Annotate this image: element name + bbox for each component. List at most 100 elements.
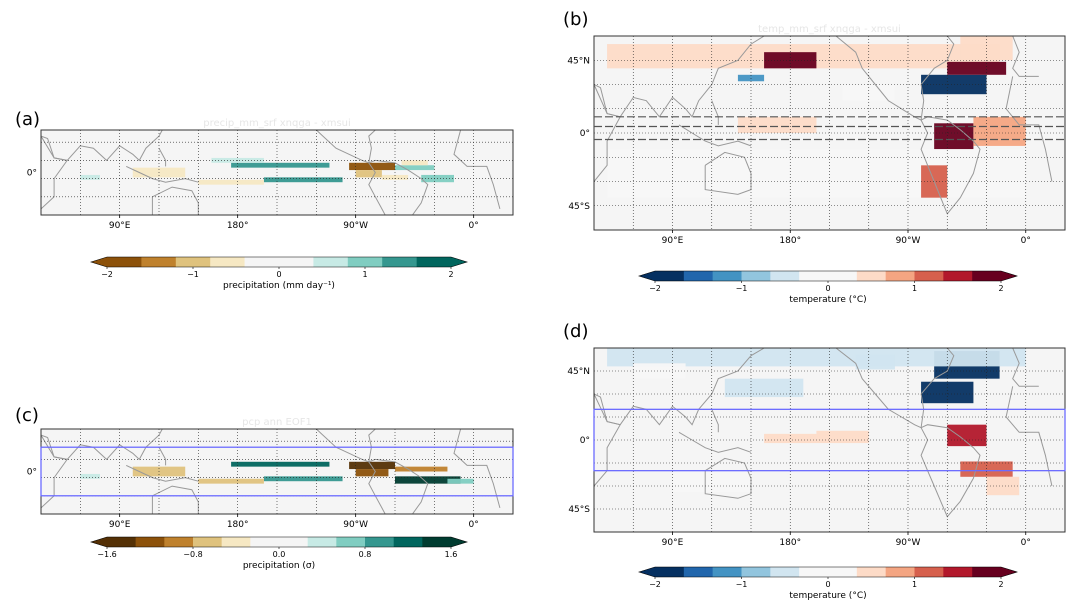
anomaly-cell bbox=[395, 466, 448, 472]
colorbar-segment bbox=[856, 271, 886, 281]
colorbar-extend-low bbox=[91, 537, 107, 547]
colorbar-segment bbox=[914, 567, 944, 577]
x-tick-label: 180° bbox=[779, 538, 801, 548]
x-tick-label: 0° bbox=[1021, 236, 1031, 246]
colorbar-tick-label: 0 bbox=[825, 284, 830, 293]
x-tick-label: 90°E bbox=[662, 236, 684, 246]
anomaly-cell bbox=[263, 177, 343, 183]
colorbar-tick-label: −1 bbox=[187, 270, 199, 279]
coastline bbox=[920, 424, 981, 518]
anomaly-cell bbox=[198, 478, 264, 484]
coastline bbox=[125, 165, 199, 183]
anomaly-cell bbox=[921, 74, 987, 95]
y-tick-label: 45°S bbox=[568, 505, 590, 515]
coastline bbox=[594, 36, 1039, 121]
colorbar-segment bbox=[943, 271, 973, 281]
colorbar-segment bbox=[107, 257, 142, 267]
x-tick-label: 90°W bbox=[343, 520, 368, 530]
anomaly-cell bbox=[973, 116, 1026, 146]
colorbar-tick-label: −1.6 bbox=[97, 550, 116, 559]
map-frame bbox=[593, 35, 1066, 231]
colorbar-tick-label: 0.8 bbox=[359, 550, 372, 559]
anomaly-cell bbox=[263, 476, 343, 482]
coastline bbox=[41, 130, 501, 210]
colorbar-segment bbox=[307, 537, 337, 547]
anomaly-cells bbox=[607, 348, 1026, 496]
anomaly-cell bbox=[842, 84, 895, 101]
anomaly-cell bbox=[855, 354, 895, 370]
colorbar-segment bbox=[250, 537, 280, 547]
colorbar-segment bbox=[683, 271, 713, 281]
x-tick-label: 90°W bbox=[896, 538, 921, 548]
panel-title: pcp ann EOF1 bbox=[242, 417, 312, 428]
map-content bbox=[41, 130, 513, 215]
colorbar-segment bbox=[712, 271, 742, 281]
anomaly-cell bbox=[231, 461, 330, 467]
colorbar-segment bbox=[393, 537, 423, 547]
anomaly-cell bbox=[231, 162, 330, 168]
anomaly-cell bbox=[724, 378, 804, 398]
colorbar-extend-low bbox=[91, 257, 107, 267]
anomaly-cell bbox=[395, 476, 461, 484]
colorbar: −2 −1 0 1 2 temperature (°C) bbox=[637, 270, 1019, 305]
panel-d: (d) 90°E 180° 90°W 0° 45°N 0° 45°S −2 −1 0 1 2 temper… bbox=[563, 321, 1066, 600]
map-content bbox=[594, 348, 1065, 532]
y-tick-label: 0° bbox=[580, 436, 590, 446]
x-tick-label: 0° bbox=[1021, 538, 1031, 548]
anomaly-cell bbox=[401, 160, 428, 166]
panel-label: (d) bbox=[563, 321, 588, 342]
colorbar-extend-high bbox=[451, 537, 467, 547]
colorbar-segment bbox=[741, 271, 771, 281]
y-tick-label: 45°S bbox=[568, 202, 590, 212]
colorbar-segment bbox=[141, 257, 177, 267]
x-tick-label: 90°E bbox=[662, 538, 684, 548]
panel-a: (a) precip_mm_srf xnqga - xmsui 90°E 180° 90… bbox=[15, 109, 514, 291]
anomaly-cell bbox=[947, 424, 987, 447]
colorbar-segment bbox=[828, 271, 858, 281]
colorbar: −2 −1 0 1 2 temperature (°C) bbox=[637, 566, 1019, 600]
x-tick-label: 90°E bbox=[109, 520, 131, 530]
coastline bbox=[678, 124, 752, 147]
colorbar-segment bbox=[244, 257, 280, 267]
colorbar-segment bbox=[799, 271, 829, 281]
colorbar-tick-label: −0.8 bbox=[183, 550, 202, 559]
panel-label: (c) bbox=[15, 405, 39, 426]
panel-title: precip_mm_srf xnqga - xmsui bbox=[203, 118, 351, 129]
colorbar-segment bbox=[972, 567, 1002, 577]
y-tick-label: 0° bbox=[27, 169, 37, 179]
colorbar-segment bbox=[914, 271, 944, 281]
colorbar-tick-label: −2 bbox=[649, 580, 661, 589]
colorbar-label: precipitation (mm day⁻¹) bbox=[223, 281, 335, 291]
anomaly-cell bbox=[947, 61, 1007, 75]
colorbar-label: precipitation (σ) bbox=[243, 561, 315, 571]
colorbar-segment bbox=[422, 537, 452, 547]
coastline bbox=[594, 348, 1039, 429]
colorbar-tick-label: 1 bbox=[912, 580, 917, 589]
x-tick-label: 0° bbox=[469, 520, 479, 530]
y-tick-label: 45°N bbox=[567, 56, 590, 66]
anomaly-cell bbox=[80, 473, 100, 479]
colorbar-segment bbox=[741, 567, 771, 577]
colorbar: −2 −1 0 1 2 precipitation (mm day⁻¹) bbox=[89, 256, 469, 291]
colorbar-tick-label: 0 bbox=[825, 580, 830, 589]
x-tick-label: 180° bbox=[779, 236, 801, 246]
y-tick-label: 0° bbox=[580, 129, 590, 139]
anomaly-cell bbox=[607, 149, 1026, 198]
y-tick-label: 0° bbox=[27, 468, 37, 478]
anomaly-cell bbox=[355, 469, 389, 477]
anomaly-cell bbox=[921, 381, 974, 404]
colorbar-segment bbox=[943, 567, 973, 577]
map-content bbox=[594, 36, 1065, 230]
x-tick-label: 180° bbox=[227, 520, 249, 530]
colorbar-segment bbox=[885, 567, 915, 577]
colorbar-tick-label: 2 bbox=[448, 270, 453, 279]
colorbar-segment bbox=[279, 537, 308, 547]
anomaly-cell bbox=[349, 162, 395, 171]
anomaly-cell bbox=[395, 165, 435, 171]
colorbar-label: temperature (°C) bbox=[789, 295, 866, 305]
colorbar-extend-high bbox=[1001, 271, 1017, 281]
y-tick-label: 45°N bbox=[567, 367, 590, 377]
colorbar-segment bbox=[828, 567, 858, 577]
coastline bbox=[920, 116, 981, 215]
